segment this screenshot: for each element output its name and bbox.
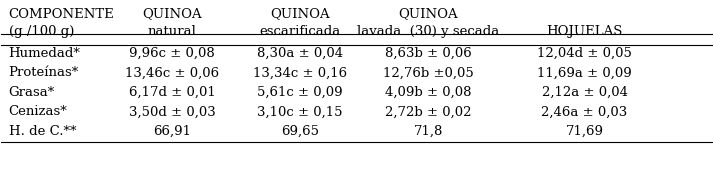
Text: Grasa*: Grasa* [9, 86, 55, 99]
Text: 13,34c ± 0,16: 13,34c ± 0,16 [253, 66, 347, 79]
Text: QUINOA: QUINOA [398, 8, 458, 21]
Text: HOJUELAS: HOJUELAS [546, 25, 623, 38]
Text: 6,17d ± 0,01: 6,17d ± 0,01 [129, 86, 216, 99]
Text: COMPONENTE: COMPONENTE [9, 8, 114, 21]
Text: Cenizas*: Cenizas* [9, 105, 67, 118]
Text: 2,72b ± 0,02: 2,72b ± 0,02 [385, 105, 471, 118]
Text: 71,69: 71,69 [565, 125, 603, 138]
Text: QUINOA: QUINOA [271, 8, 330, 21]
Text: 66,91: 66,91 [153, 125, 191, 138]
Text: 12,04d ± 0,05: 12,04d ± 0,05 [537, 47, 632, 60]
Text: 9,96c ± 0,08: 9,96c ± 0,08 [129, 47, 215, 60]
Text: 11,69a ± 0,09: 11,69a ± 0,09 [537, 66, 632, 79]
Text: (g /100 g): (g /100 g) [9, 25, 74, 38]
Text: 2,46a ± 0,03: 2,46a ± 0,03 [541, 105, 628, 118]
Text: 12,76b ±0,05: 12,76b ±0,05 [383, 66, 473, 79]
Text: natural: natural [148, 25, 196, 38]
Text: 13,46c ± 0,06: 13,46c ± 0,06 [125, 66, 219, 79]
Text: Proteínas*: Proteínas* [9, 66, 79, 79]
Text: escarificada: escarificada [259, 25, 341, 38]
Text: 3,50d ± 0,03: 3,50d ± 0,03 [129, 105, 216, 118]
Text: 3,10c ± 0,15: 3,10c ± 0,15 [257, 105, 343, 118]
Text: 8,30a ± 0,04: 8,30a ± 0,04 [257, 47, 343, 60]
Text: 5,61c ± 0,09: 5,61c ± 0,09 [257, 86, 343, 99]
Text: 4,09b ± 0,08: 4,09b ± 0,08 [385, 86, 471, 99]
Text: H. de C.**: H. de C.** [9, 125, 76, 138]
Text: 2,12a ± 0,04: 2,12a ± 0,04 [542, 86, 628, 99]
Text: 71,8: 71,8 [413, 125, 443, 138]
Text: 69,65: 69,65 [281, 125, 319, 138]
Text: QUINOA: QUINOA [142, 8, 202, 21]
Text: 8,63b ± 0,06: 8,63b ± 0,06 [385, 47, 471, 60]
Text: Humedad*: Humedad* [9, 47, 81, 60]
Text: lavada  (30) y secada: lavada (30) y secada [357, 25, 499, 38]
